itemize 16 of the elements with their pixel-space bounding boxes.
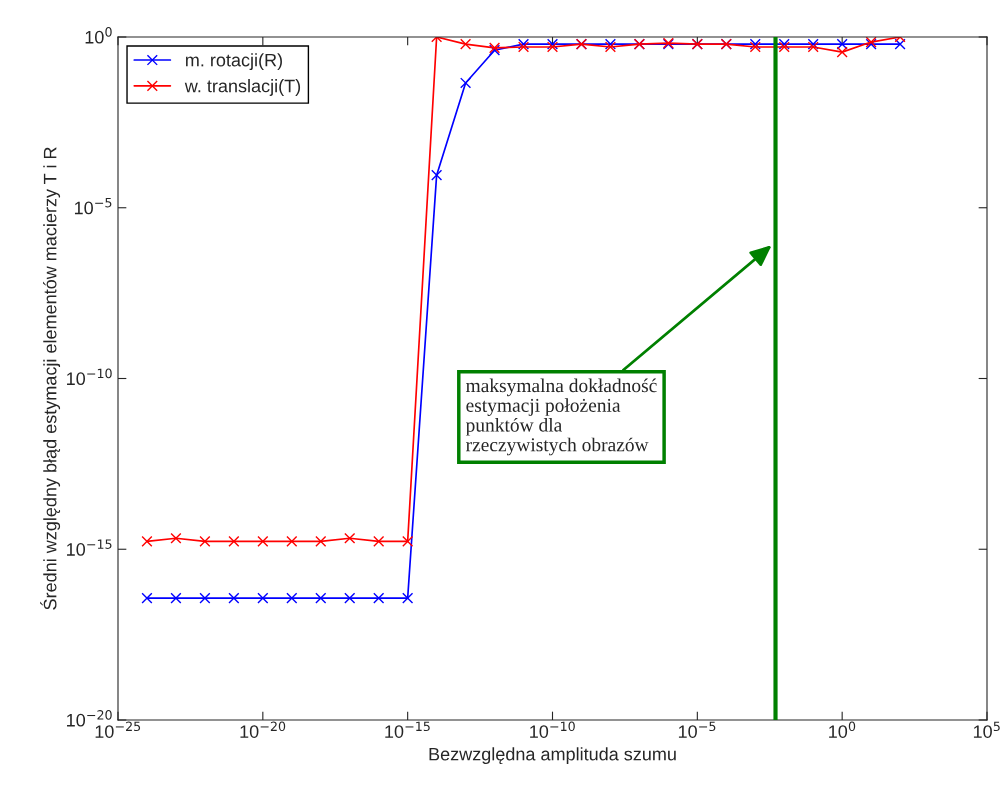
y-tick-label: 10$^{−5}$ <box>74 198 112 215</box>
legend-label: m. rotacji(R) <box>186 53 282 71</box>
y-tick-label: 10$^{0}$ <box>85 27 112 44</box>
y-tick-label: 10$^{−15}$ <box>67 539 112 556</box>
y-tick-label: 10$^{−10}$ <box>67 368 112 386</box>
x-axis-title: Bezwzględna amplituda szumu <box>429 747 676 765</box>
x-tick-label: 10$^{5}$ <box>973 721 1000 738</box>
x-tick-label: 10$^{−25}$ <box>95 721 141 738</box>
legend-label: w. translacji(T) <box>184 79 301 96</box>
x-tick-label: 10$^{−5}$ <box>678 721 716 738</box>
y-axis-title: Średni względny błąd estymacji elementów macierzy T i R <box>40 147 61 610</box>
x-tick-label: 10$^{−10}$ <box>530 721 575 738</box>
x-tick-label: 10$^{0}$ <box>829 721 856 738</box>
x-tick-label: 10$^{−20}$ <box>240 721 286 738</box>
x-tick-label: 10$^{−15}$ <box>385 721 430 738</box>
annotation: maksymalna dokładność estymacji położenia punktów dla rzeczywistych obrazów <box>465 378 657 456</box>
